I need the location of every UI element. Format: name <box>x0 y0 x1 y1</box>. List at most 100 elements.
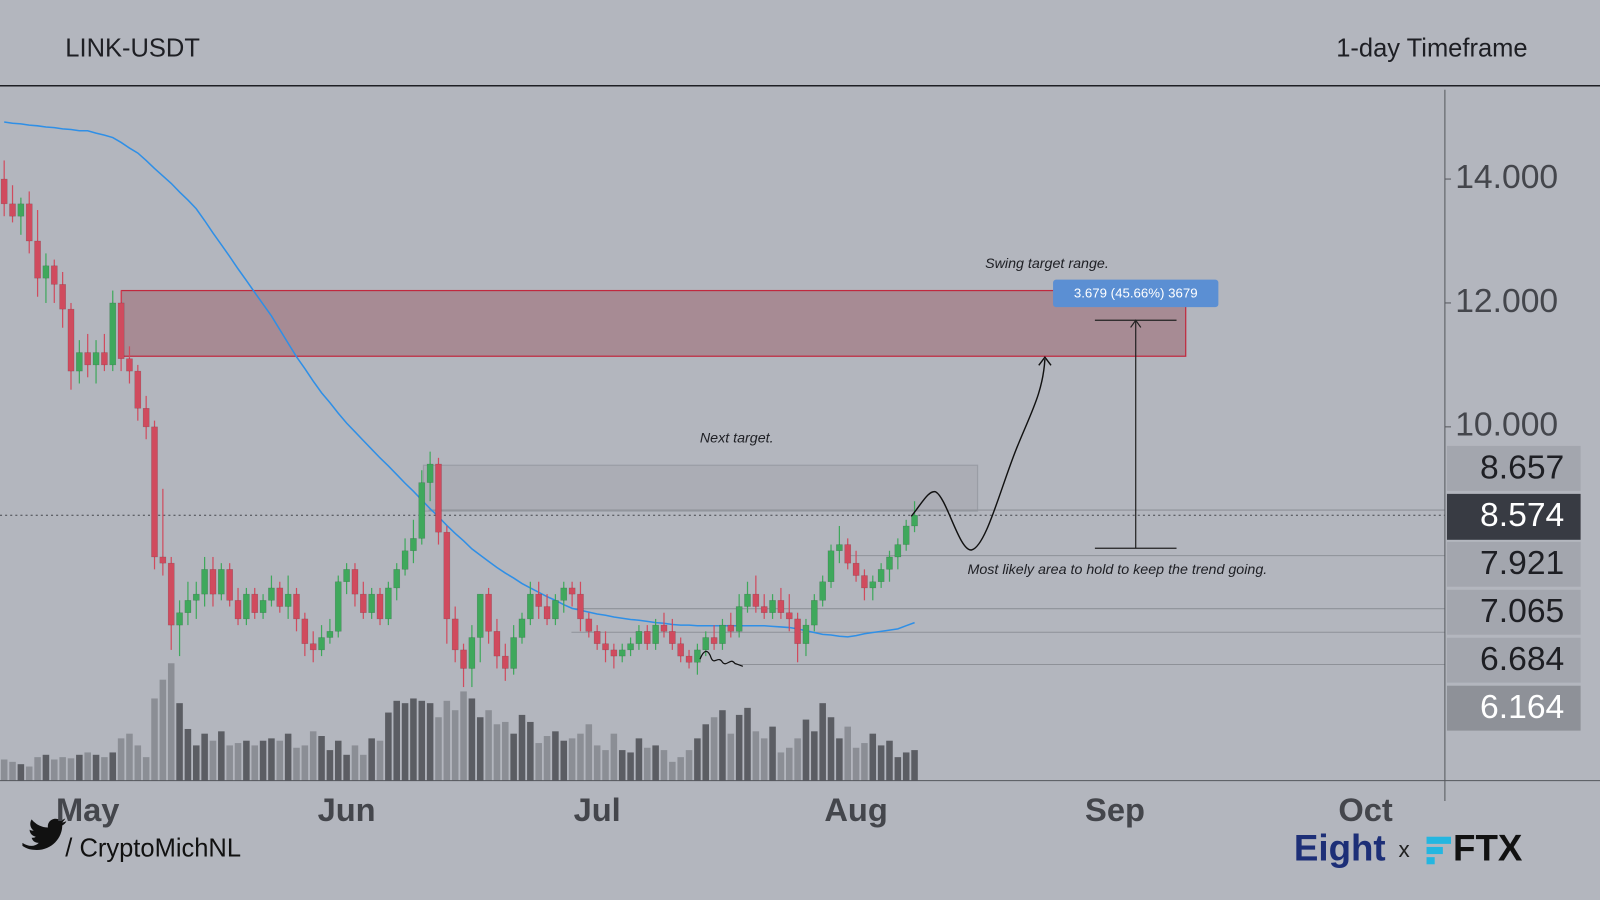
candle-body <box>894 544 902 558</box>
candle-body <box>101 352 108 366</box>
volume-bar <box>101 757 108 781</box>
volume-bar <box>585 724 593 781</box>
moving-average <box>4 121 915 638</box>
candle-body <box>685 655 693 663</box>
candle-body <box>209 569 217 595</box>
volume-bar <box>218 731 225 781</box>
candle-body <box>334 581 342 632</box>
candle-body <box>902 525 910 545</box>
candle-body <box>652 624 659 644</box>
volume-bar <box>59 757 66 781</box>
volume-bar <box>852 747 860 781</box>
volume-bar <box>644 747 651 781</box>
volume-bar <box>518 714 526 781</box>
candle-body <box>493 631 501 657</box>
candle-body <box>627 643 634 651</box>
volume-bar <box>627 752 634 781</box>
candle-body <box>610 649 618 657</box>
level-label-box <box>1446 445 1581 491</box>
volume-bar <box>869 733 877 781</box>
level-label-box <box>1446 541 1581 587</box>
volume-bar <box>209 740 217 781</box>
candle-body <box>719 624 726 644</box>
volume-bar <box>226 745 233 781</box>
annotation: Swing target range. <box>985 256 1109 272</box>
volume-bar <box>577 733 584 781</box>
candle-body <box>552 600 559 620</box>
candle-body <box>309 643 317 651</box>
candle-body <box>276 587 284 607</box>
volume-bar <box>836 738 843 781</box>
ftx-logo-bar <box>1426 846 1443 855</box>
x-tick-label: Oct <box>1338 791 1393 828</box>
candle-body <box>34 240 41 279</box>
volume-bar <box>259 740 267 781</box>
volume-bar <box>126 733 133 781</box>
volume-bar <box>744 707 751 781</box>
candle-body <box>0 178 8 205</box>
timeframe-title: 1-day Timeframe <box>1336 35 1527 63</box>
level-label: 7.065 <box>1480 593 1564 630</box>
volume-bar <box>84 752 91 781</box>
volume-bar <box>234 743 242 781</box>
candle-body <box>819 581 826 601</box>
volume-bar <box>410 698 417 781</box>
candle-body <box>109 302 117 366</box>
plot-area <box>0 121 1445 781</box>
volume-bar <box>618 750 626 781</box>
candle-body <box>351 569 359 595</box>
target-zone <box>422 464 979 512</box>
volume-bar <box>752 731 760 781</box>
volume-bar <box>827 717 835 781</box>
candle-body <box>777 600 785 613</box>
candle-body <box>660 624 668 632</box>
candle-body <box>184 600 192 613</box>
level-label-box <box>1446 685 1581 731</box>
volume-bar <box>710 717 718 781</box>
candle-body <box>410 538 417 552</box>
candle-body <box>886 556 893 570</box>
candle-body <box>702 637 710 651</box>
candle-body <box>218 569 225 595</box>
y-tick-label: 14.000 <box>1455 159 1558 196</box>
volume-bar <box>502 721 509 781</box>
x-tick-label: Jul <box>574 791 621 828</box>
volume-bar <box>25 766 33 781</box>
volume-bar <box>9 761 16 781</box>
last-price-label: 8.574 <box>1480 497 1564 534</box>
candle-body <box>426 463 434 483</box>
volume-bar <box>593 745 601 781</box>
candle-body <box>259 600 267 613</box>
volume-bar <box>510 733 517 781</box>
volume-bar <box>460 691 467 781</box>
candle-body <box>343 569 350 582</box>
volume-bar <box>134 745 142 781</box>
candle-body <box>368 593 375 613</box>
x-tick-label: Sep <box>1085 791 1145 828</box>
candle-body <box>560 587 568 601</box>
volume-bar <box>535 743 542 781</box>
candle-body <box>869 581 877 589</box>
volume-bar <box>109 752 117 781</box>
volume-bar <box>17 764 25 781</box>
volume-bar <box>92 754 100 781</box>
volume-bar <box>861 743 868 781</box>
volume-bar <box>251 745 259 781</box>
volume-bar <box>735 714 743 781</box>
volume-bar <box>243 740 250 781</box>
candle-body <box>326 631 334 638</box>
volume-bar <box>819 703 826 781</box>
volume-bar <box>176 703 183 781</box>
candle-body <box>67 308 75 372</box>
candle-body <box>485 593 492 632</box>
volume-bar <box>760 738 768 781</box>
candle-body <box>385 587 392 620</box>
candle-body <box>234 600 242 620</box>
last-price-box <box>1446 493 1581 540</box>
volume-bar <box>485 710 492 781</box>
candle-body <box>167 562 175 626</box>
candle-body <box>176 612 183 626</box>
candle-body <box>694 649 701 663</box>
volume-bar <box>886 740 893 781</box>
volume-bar <box>802 719 810 781</box>
